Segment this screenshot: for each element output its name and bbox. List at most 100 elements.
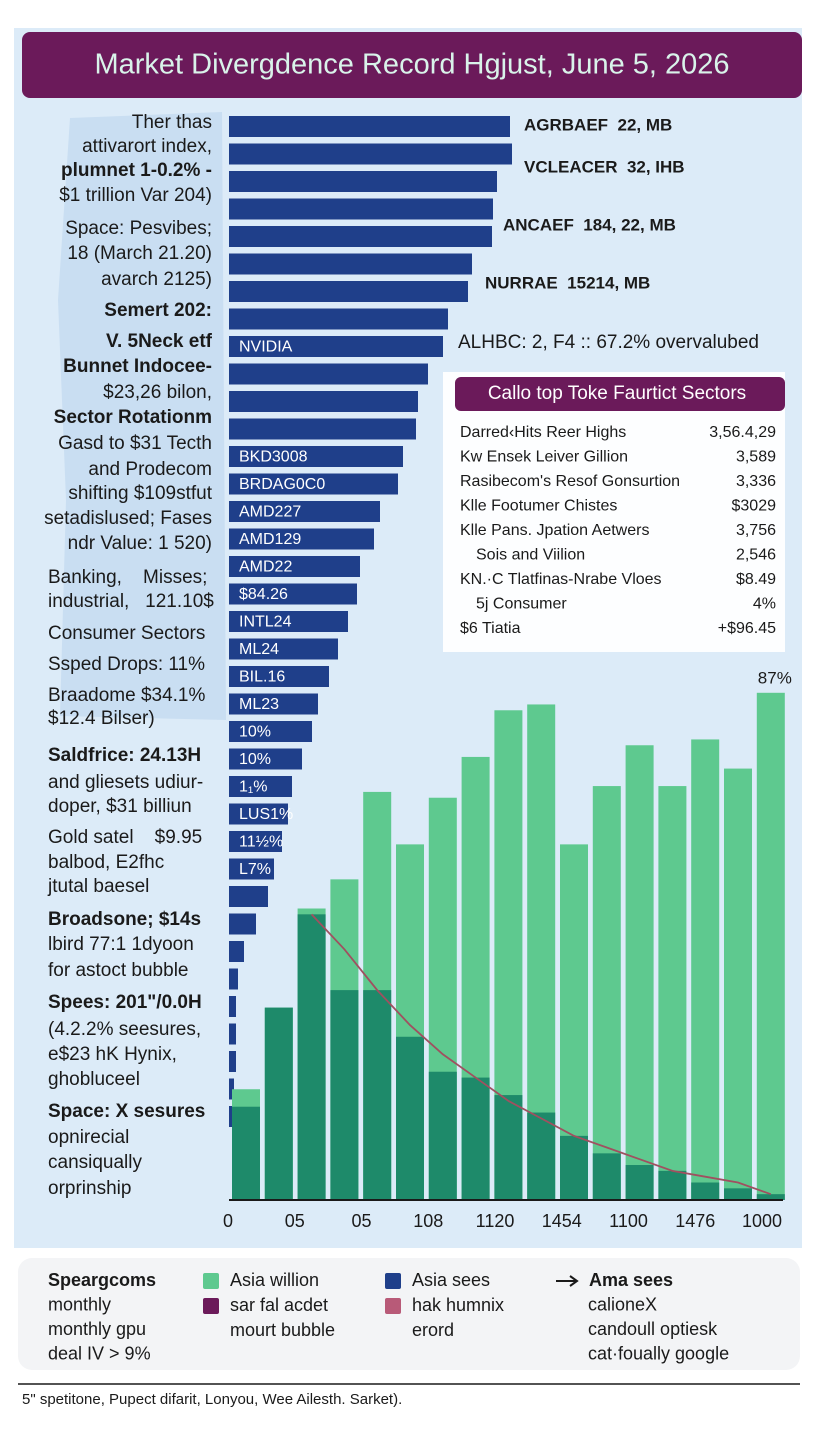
- bar: [229, 776, 292, 797]
- side-text: e$23 hK Hynix,: [48, 1044, 177, 1065]
- sector-name: 5j Consumer: [476, 596, 567, 613]
- column: [461, 1077, 490, 1200]
- column: [527, 1112, 556, 1200]
- column: [625, 1165, 654, 1200]
- side-text: and Prodecom: [88, 459, 212, 480]
- bar: [229, 528, 374, 550]
- side-text: (4.2.2% seesures,: [48, 1019, 201, 1040]
- bar-annotation: ALHBC: 2, F4 :: 67.2% overvalubed: [458, 332, 759, 353]
- side-text: Space: Pesvibes;: [65, 218, 212, 239]
- bar: [229, 1078, 234, 1100]
- brush-patch: [58, 112, 226, 720]
- footer: 5" spetitone, Pupect difarit, Lonyou, We…: [22, 1391, 402, 1408]
- sector-name: Rasibecom's Resof Gonsurtion: [460, 473, 680, 490]
- bar-label: BKD3008: [239, 449, 308, 466]
- trend-line: [310, 913, 772, 1196]
- sector-name: Klle Footumer Chistes: [460, 498, 617, 515]
- legend-note: Speargcoms: [48, 1270, 156, 1290]
- bar-label: L7%: [239, 861, 271, 878]
- column: [691, 1182, 720, 1200]
- side-text: Sector Rotationm: [54, 407, 212, 428]
- bar-label: ML24: [239, 641, 279, 658]
- side-text: Ther thas: [132, 112, 212, 133]
- column: [428, 1071, 457, 1200]
- side-text: cansiqually: [48, 1152, 142, 1173]
- bar: [229, 693, 318, 715]
- side-text: ghobluceel: [48, 1069, 140, 1090]
- legend-note: candoull optiesk: [588, 1319, 718, 1339]
- sector-box: [443, 372, 785, 652]
- x-label: 108: [413, 1211, 443, 1231]
- bar-annotation: AGRBAEF 22, MB: [524, 115, 672, 134]
- bar-label: ML23: [239, 696, 279, 713]
- side-text: Spees: 201"/0.0H: [48, 992, 202, 1013]
- sector-value: 2,546: [736, 547, 776, 564]
- sector-value: 3,56.4,29: [709, 424, 776, 441]
- bar-annotation: ANCAEF 184, 22, MB: [503, 215, 676, 234]
- bar: [229, 281, 468, 302]
- column-label: 87%: [758, 668, 792, 687]
- side-text: shifting $109stfut: [68, 483, 212, 504]
- bar: [229, 748, 302, 770]
- bar: [229, 308, 448, 330]
- bar-label: $84.26: [239, 586, 288, 603]
- x-label: 1120: [476, 1211, 515, 1231]
- column: [330, 990, 359, 1200]
- side-text: industrial, 121.10$: [48, 591, 214, 612]
- bar: [229, 611, 348, 632]
- x-label: 0: [223, 1211, 233, 1231]
- column: [658, 1170, 687, 1200]
- bar: [229, 501, 380, 522]
- bar-label: INTL24: [239, 614, 292, 631]
- sector-title: Callo top Toke Faurtict Sectors: [488, 383, 746, 404]
- bar: [229, 803, 288, 825]
- bar: [229, 363, 428, 385]
- column: [756, 692, 785, 1200]
- legend-swatch: [203, 1298, 219, 1314]
- x-label: 05: [285, 1211, 305, 1231]
- column: [592, 1153, 621, 1200]
- sector-value: 3,336: [736, 473, 776, 490]
- side-text: balbod, E2fhc: [48, 852, 164, 873]
- x-label: 1100: [609, 1211, 648, 1231]
- bar: [229, 666, 329, 687]
- bar: [229, 638, 338, 660]
- bar: [229, 116, 510, 137]
- side-text: for astoct bubble: [48, 960, 188, 981]
- bar: [229, 1106, 232, 1127]
- bar-label: AMD227: [239, 504, 301, 521]
- x-label: 1476: [675, 1211, 715, 1231]
- column: [724, 1188, 752, 1200]
- side-text: doper, $31 billiun: [48, 796, 192, 817]
- column: [232, 1106, 260, 1200]
- column: [396, 1036, 424, 1200]
- side-text: Gasd to $31 Tecth: [58, 433, 212, 454]
- bar: [229, 831, 282, 852]
- legend-label: Asia sees: [412, 1270, 490, 1290]
- side-text: Ssped Drops: 11%: [48, 654, 205, 675]
- bar: [229, 253, 472, 275]
- bar-label: NVIDIA: [239, 339, 293, 356]
- bar: [229, 418, 416, 440]
- sector-name: Kw Ensek Leiver Gillion: [460, 449, 628, 466]
- bar: [229, 858, 274, 880]
- bar: [229, 391, 418, 412]
- side-text: Bunnet Indocee-: [63, 356, 212, 377]
- legend-label: Asia willion: [230, 1270, 319, 1290]
- side-text: Gold satel $9.95: [48, 827, 202, 848]
- column: [494, 1095, 523, 1200]
- column: [363, 990, 392, 1200]
- sector-name: KN.·C Tlatfinas-Nrabe Vloes: [460, 571, 662, 588]
- bar-label: BIL.16: [239, 669, 285, 686]
- column: [691, 739, 720, 1200]
- legend-swatch: [385, 1273, 401, 1289]
- legend-note: monthly: [48, 1294, 111, 1314]
- bar-annotation: VCLEACER 32, IHB: [524, 157, 685, 176]
- sector-value: 4%: [753, 596, 776, 613]
- side-text: Space: X sesures: [48, 1101, 205, 1122]
- side-text: Banking, Misses;: [48, 567, 207, 588]
- bar: [229, 721, 312, 742]
- bar: [229, 226, 492, 247]
- bar: [229, 913, 256, 935]
- legend-swatch: [385, 1298, 401, 1314]
